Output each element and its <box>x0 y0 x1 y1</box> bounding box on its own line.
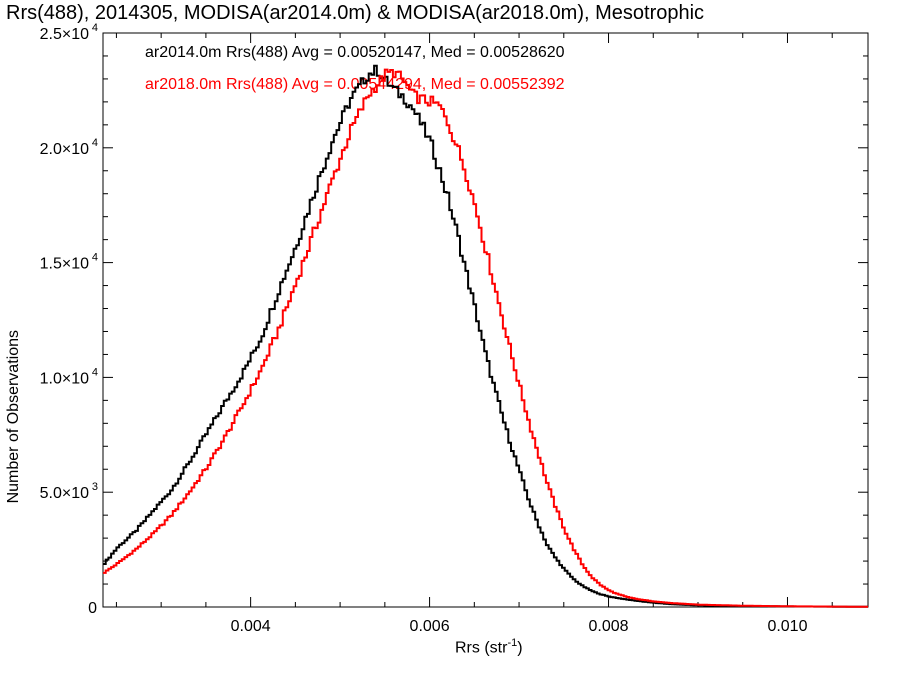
plot-frame <box>102 32 869 608</box>
x-axis-label-sup: -1 <box>507 637 518 649</box>
y-tick-label: 1.5×10 <box>40 256 89 273</box>
y-tick-label: 1.0×10 <box>40 370 89 387</box>
x-axis-label-text: Rrs (str <box>455 639 508 657</box>
y-tick-label: 2.0×10 <box>40 141 89 158</box>
x-tick-label: 0.010 <box>767 618 807 635</box>
x-tick-label: 0.006 <box>410 618 450 635</box>
axis-ticks: 0.004 0.006 0.008 0.010035.0×1041.0×1041.5×… <box>40 22 868 635</box>
y-tick-exponent: 4 <box>92 22 98 34</box>
y-tick-label: 0 <box>88 600 97 617</box>
chart-title: Rrs(488), 2014305, MODISA(ar2014.0m) & M… <box>6 2 705 24</box>
series-line-ar2014 <box>103 64 868 608</box>
x-tick-label: 0.008 <box>589 618 629 635</box>
series-layer <box>103 64 868 608</box>
y-tick-exponent: 3 <box>92 481 98 493</box>
y-tick-exponent: 4 <box>92 366 98 378</box>
y-tick-exponent: 4 <box>92 137 98 149</box>
legend-entry-ar2014: ar2014.0m Rrs(488) Avg = 0.00520147, Med… <box>145 44 565 61</box>
x-tick-label: 0.004 <box>231 618 271 635</box>
y-tick-label: 5.0×10 <box>40 485 89 502</box>
x-axis-label: Rrs (str-1) <box>455 637 523 657</box>
y-tick-exponent: 4 <box>92 252 98 264</box>
x-axis-label-end: ) <box>517 639 523 657</box>
legend-entry-ar2018: ar2018.0m Rrs(488) Avg = 0.00544294, Med… <box>145 76 565 93</box>
y-tick-label: 2.5×10 <box>40 26 89 43</box>
series-line-ar2018 <box>103 68 868 608</box>
